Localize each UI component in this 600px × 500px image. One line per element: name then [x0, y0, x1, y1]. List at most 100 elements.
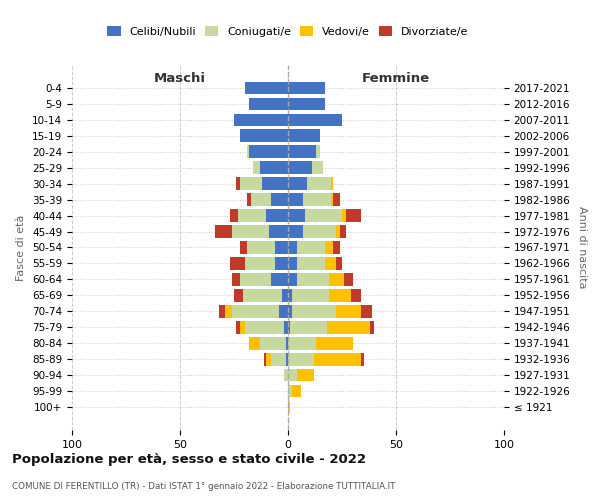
- Bar: [329, 273, 344, 285]
- Bar: [290, 321, 327, 334]
- Bar: [327, 321, 370, 334]
- Legend: Celibi/Nubili, Coniugati/e, Vedovi/e, Divorziate/e: Celibi/Nubili, Coniugati/e, Vedovi/e, Di…: [103, 22, 473, 41]
- Bar: [361, 305, 372, 318]
- Text: COMUNE DI FERENTILLO (TR) - Dati ISTAT 1° gennaio 2022 - Elaborazione TUTTITALIA: COMUNE DI FERENTILLO (TR) - Dati ISTAT 1…: [12, 482, 395, 491]
- Bar: [232, 273, 241, 285]
- Bar: [340, 226, 346, 238]
- Bar: [296, 242, 325, 254]
- Bar: [288, 353, 314, 366]
- Bar: [288, 194, 303, 206]
- Bar: [288, 226, 303, 238]
- Bar: [249, 98, 288, 110]
- Bar: [253, 162, 260, 174]
- Bar: [307, 178, 331, 190]
- Bar: [288, 289, 292, 302]
- Bar: [288, 130, 320, 142]
- Bar: [342, 210, 346, 222]
- Text: Popolazione per età, sesso e stato civile - 2022: Popolazione per età, sesso e stato civil…: [12, 452, 366, 466]
- Bar: [245, 82, 288, 94]
- Bar: [316, 337, 353, 349]
- Bar: [288, 82, 325, 94]
- Bar: [284, 369, 288, 382]
- Bar: [325, 242, 334, 254]
- Bar: [292, 385, 301, 398]
- Bar: [219, 305, 226, 318]
- Bar: [334, 194, 340, 206]
- Bar: [296, 369, 314, 382]
- Bar: [331, 194, 334, 206]
- Bar: [260, 162, 288, 174]
- Bar: [361, 353, 364, 366]
- Bar: [234, 114, 288, 126]
- Bar: [288, 369, 296, 382]
- Bar: [334, 242, 340, 254]
- Bar: [247, 194, 251, 206]
- Bar: [284, 321, 288, 334]
- Bar: [288, 178, 307, 190]
- Bar: [247, 146, 249, 158]
- Y-axis label: Anni di nascita: Anni di nascita: [577, 206, 587, 289]
- Bar: [275, 257, 288, 270]
- Bar: [370, 321, 374, 334]
- Bar: [280, 305, 288, 318]
- Bar: [288, 114, 342, 126]
- Bar: [245, 321, 284, 334]
- Bar: [247, 242, 275, 254]
- Bar: [335, 226, 340, 238]
- Bar: [241, 178, 262, 190]
- Bar: [325, 257, 335, 270]
- Bar: [271, 194, 288, 206]
- Bar: [286, 337, 288, 349]
- Bar: [288, 305, 292, 318]
- Bar: [230, 210, 238, 222]
- Bar: [331, 178, 334, 190]
- Bar: [271, 353, 286, 366]
- Bar: [251, 194, 271, 206]
- Bar: [232, 226, 269, 238]
- Bar: [344, 273, 353, 285]
- Bar: [241, 130, 288, 142]
- Bar: [288, 273, 296, 285]
- Bar: [303, 194, 331, 206]
- Bar: [275, 242, 288, 254]
- Bar: [249, 337, 260, 349]
- Bar: [271, 273, 288, 285]
- Bar: [292, 305, 335, 318]
- Bar: [241, 242, 247, 254]
- Bar: [264, 353, 266, 366]
- Bar: [335, 257, 342, 270]
- Bar: [241, 273, 271, 285]
- Bar: [288, 98, 325, 110]
- Bar: [350, 289, 361, 302]
- Text: Maschi: Maschi: [154, 72, 206, 85]
- Bar: [230, 257, 245, 270]
- Bar: [245, 257, 275, 270]
- Bar: [305, 210, 342, 222]
- Bar: [346, 210, 361, 222]
- Bar: [335, 305, 361, 318]
- Bar: [296, 257, 325, 270]
- Bar: [288, 337, 316, 349]
- Y-axis label: Fasce di età: Fasce di età: [16, 214, 26, 280]
- Bar: [312, 162, 323, 174]
- Bar: [288, 242, 296, 254]
- Bar: [288, 385, 292, 398]
- Bar: [303, 226, 335, 238]
- Bar: [288, 162, 312, 174]
- Bar: [286, 353, 288, 366]
- Bar: [288, 210, 305, 222]
- Bar: [232, 305, 280, 318]
- Bar: [314, 353, 361, 366]
- Bar: [288, 257, 296, 270]
- Bar: [296, 273, 329, 285]
- Bar: [234, 289, 242, 302]
- Bar: [288, 401, 290, 413]
- Bar: [329, 289, 350, 302]
- Bar: [236, 321, 241, 334]
- Bar: [260, 337, 286, 349]
- Bar: [215, 226, 232, 238]
- Bar: [242, 289, 281, 302]
- Bar: [281, 289, 288, 302]
- Bar: [269, 226, 288, 238]
- Bar: [241, 321, 245, 334]
